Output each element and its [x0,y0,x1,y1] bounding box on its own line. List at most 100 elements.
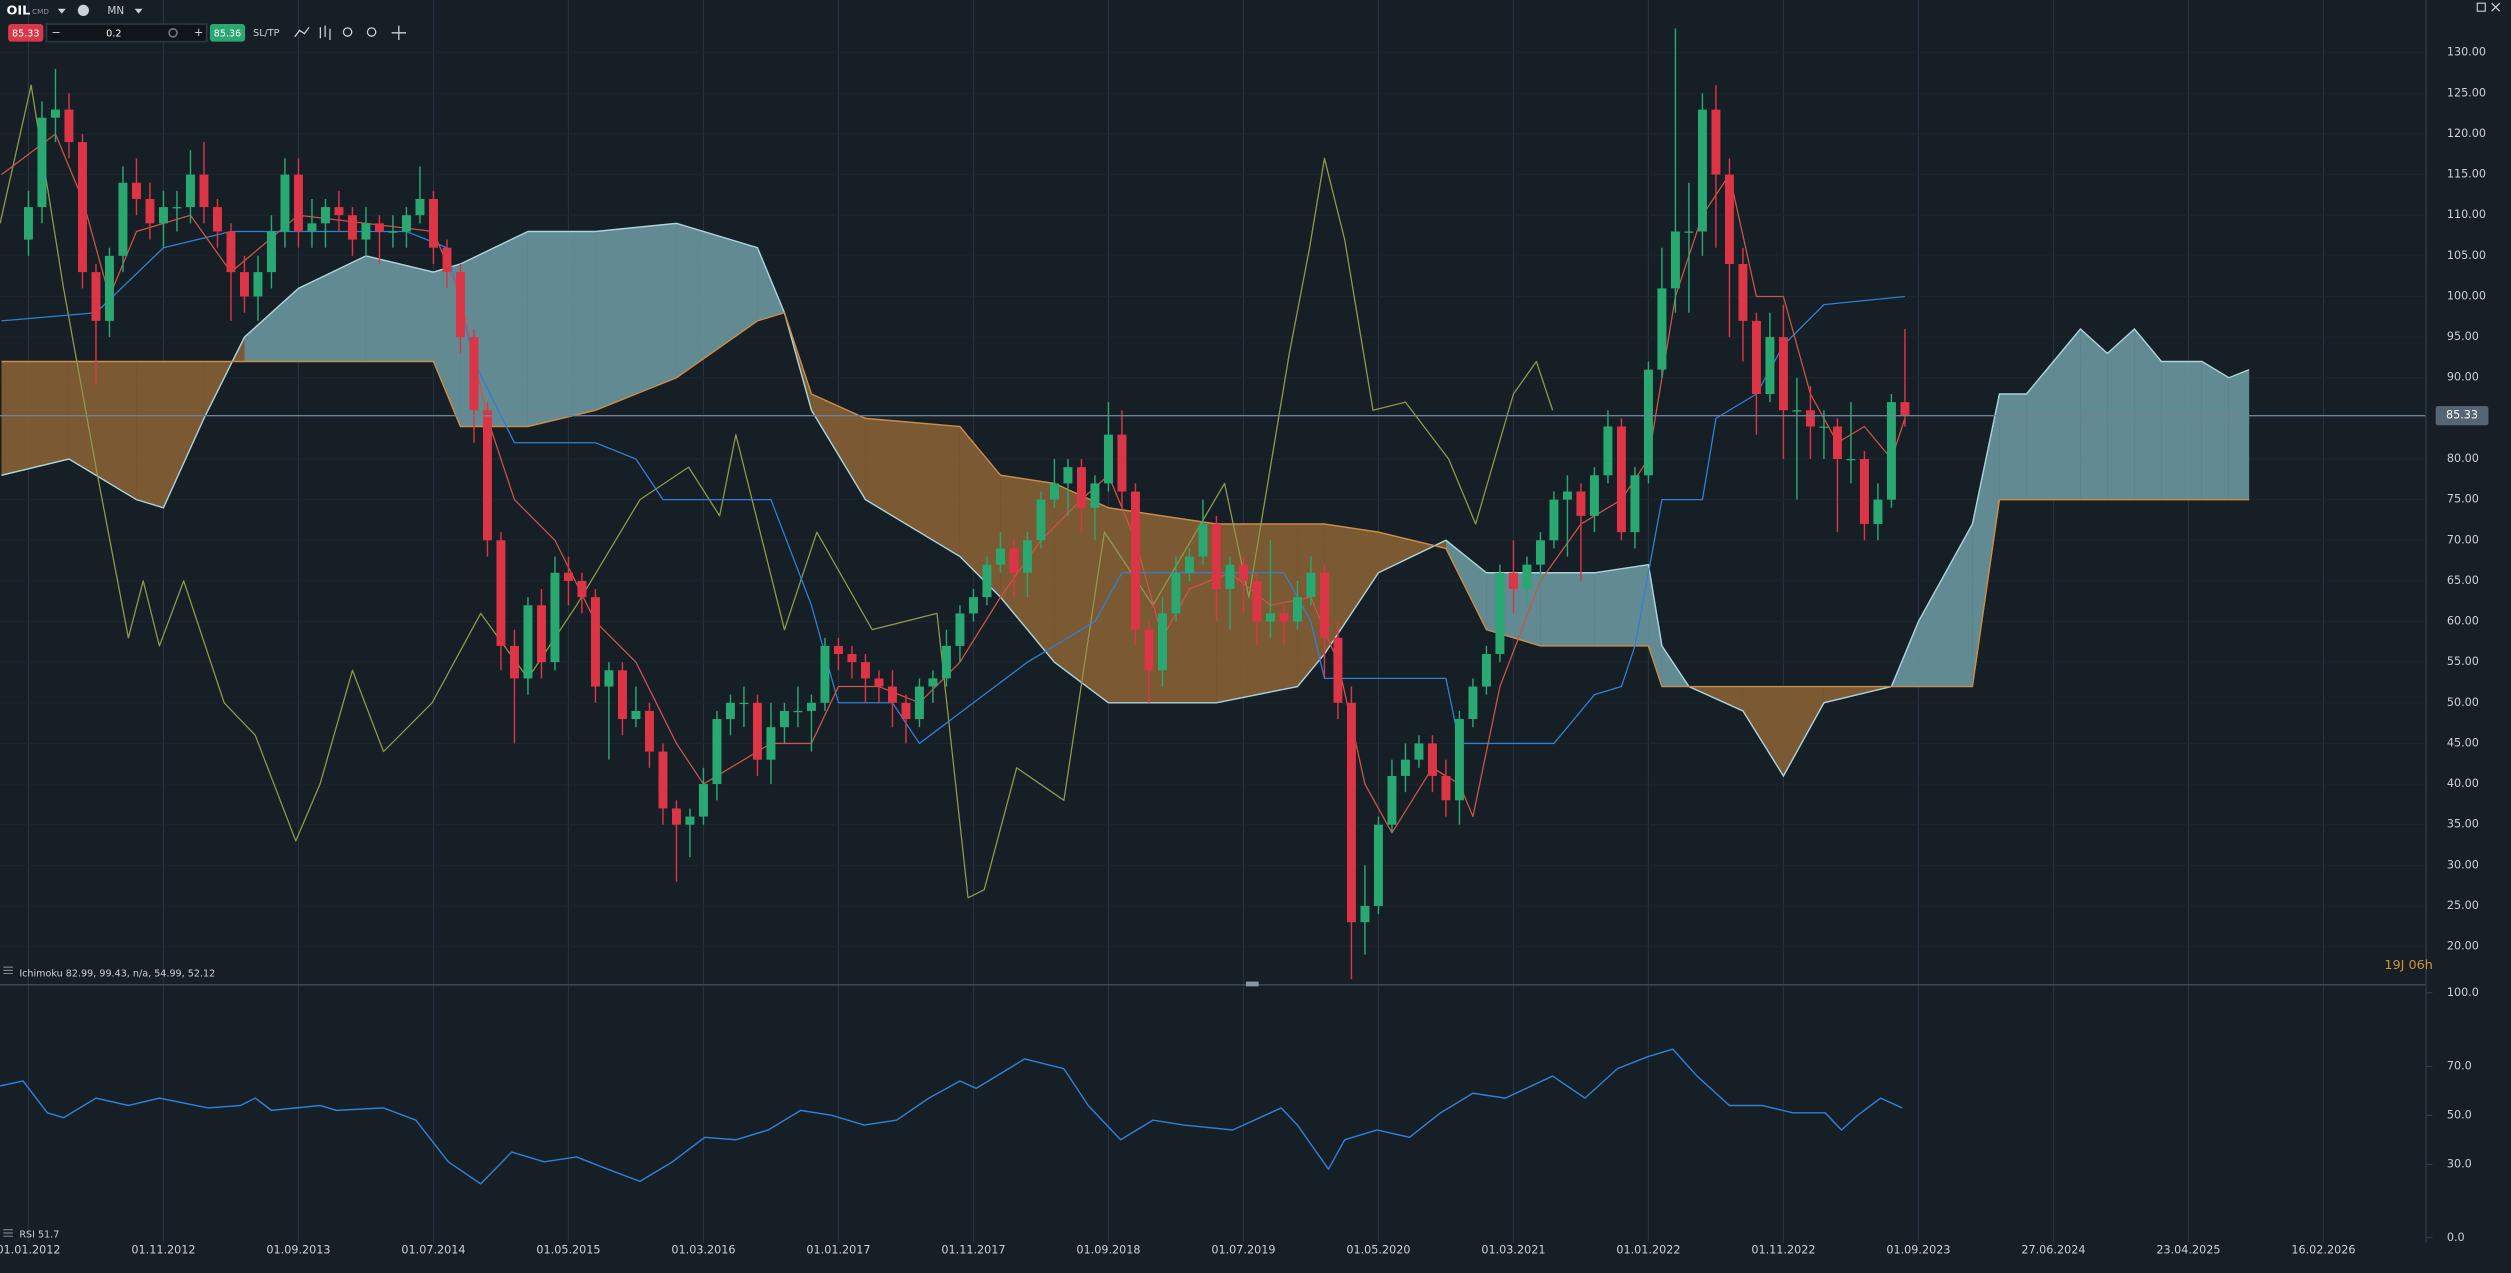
x-tick-label: 01.07.2014 [401,1244,465,1257]
close-icon[interactable] [2491,2,2501,12]
cloud-segment [298,255,366,362]
candle-body [145,198,155,224]
y-tick-label: 120.00 [2447,127,2486,140]
cloud-segment [676,223,758,378]
symbol-dropdown[interactable] [57,8,66,14]
candle-body [631,710,641,720]
sltp-button[interactable]: SL/TP [253,28,280,39]
candle-body [1495,572,1505,655]
candle-body [779,710,789,728]
candle-body [1076,467,1086,508]
pane-resize-handle[interactable] [1245,981,1259,987]
candle-body [1900,402,1910,416]
buy-button[interactable] [209,24,246,42]
candle-body [1711,109,1721,175]
candle-body [50,109,60,118]
candle-body [172,207,182,209]
zoom-out-icon[interactable] [342,27,353,37]
candle-body [1252,580,1262,622]
candle-body [374,223,384,232]
candle-body [1535,540,1545,565]
candle-body [1427,743,1437,776]
candle-body [347,215,357,240]
cloud-segment [1,361,69,476]
candle-body [1684,231,1694,233]
cloud-segment [865,418,960,557]
candle-body [1414,743,1424,760]
y-tick-label: 50.00 [2447,696,2479,709]
cloud-segment [811,394,866,500]
candle-body [698,784,708,817]
cloud-segment [2107,328,2135,500]
candle-body [1549,499,1559,541]
cloud-segment [2080,328,2108,500]
cloud-span-line [1,311,2250,688]
candle-body [752,702,762,760]
indicator-icon[interactable] [3,966,13,975]
y-tick-label: 65.00 [2447,574,2479,587]
window-icon[interactable] [2476,2,2486,12]
zoom-in-icon[interactable] [366,27,377,37]
candle-body [874,678,884,687]
candle-body [1859,459,1869,525]
candle-body [253,272,263,297]
timeframe[interactable]: MN [107,5,124,17]
candle-body [1292,597,1302,622]
candle-body [509,645,519,679]
rsi-tick-label: 0.0 [2447,1231,2465,1244]
candle-body [199,174,209,208]
cloud-segment [2026,361,2054,500]
symbol[interactable]: OIL [7,4,31,19]
candle-body [1819,426,1829,428]
candle-body [725,702,735,720]
decrease-icon[interactable]: − [51,26,60,39]
candle-body [1670,231,1680,289]
bars-tool-icon[interactable] [319,25,331,41]
candle-body [1886,402,1896,500]
toolbar: OIL CMD MN 85.33 − 0.2 + 85.36 SL/TP [7,2,2501,43]
indicator-icon[interactable] [3,1229,13,1237]
reset-icon[interactable] [168,28,178,38]
x-tick-label: 01.03.2021 [1481,1244,1545,1257]
cloud-segment [2053,328,2081,500]
candle-body [1643,369,1653,476]
x-tick-label: 01.03.2016 [671,1244,735,1257]
y-tick-label: 115.00 [2447,168,2486,181]
candle-body [1778,337,1788,411]
candle-body [523,605,533,679]
crosshair-icon[interactable] [391,25,407,41]
x-tick-label: 27.06.2024 [2021,1244,2085,1257]
increase-icon[interactable]: + [194,26,203,39]
candle-body [550,572,560,663]
candle-body [401,215,411,232]
timeframe-dropdown[interactable] [134,8,143,14]
candle-body [1387,775,1397,825]
rsi-line [0,1048,1903,1185]
last-price-box [2435,406,2489,426]
candle-body [1009,548,1019,573]
candle-body [23,207,33,240]
cloud-segment [757,247,785,321]
y-tick-label: 30.00 [2447,858,2479,871]
rsi-tick-label: 100.0 [2447,986,2479,999]
ichimoku-label: Ichimoku 82.99, 99.43, n/a, 54.99, 52.12 [19,969,215,980]
buy-price: 85.36 [214,29,241,40]
candle-body [91,272,101,321]
sell-button[interactable] [8,24,44,42]
candle-body [1846,459,1856,461]
cloud-segment [68,361,137,500]
info-icon[interactable] [77,4,89,17]
candle-body [1603,426,1613,476]
y-tick-label: 60.00 [2447,615,2479,628]
candle-body [496,540,506,646]
candle-body [293,174,303,232]
candle-body [928,678,938,687]
candle-body [1265,613,1275,622]
x-tick-label: 16.02.2026 [2291,1244,2355,1257]
x-tick-label: 01.05.2015 [536,1244,600,1257]
quantity-input[interactable] [45,23,208,43]
candle-body [226,231,236,273]
candle-body [563,572,573,581]
line-tool-icon[interactable] [294,26,310,38]
